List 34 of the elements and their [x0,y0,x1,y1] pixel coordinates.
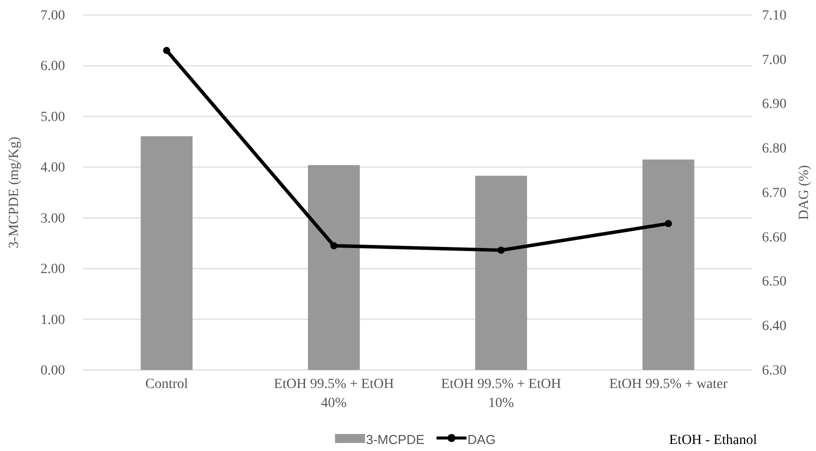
x-tick-label: Control [145,377,188,392]
point [330,242,338,250]
y2-tick-label: 6.50 [762,274,786,290]
bar [642,160,694,370]
y-axis-title: 3-MCPDE (mg/Kg) [7,136,22,248]
x-tick-label: EtOH 99.5% + EtOH 10% [441,377,562,411]
point [163,46,170,54]
bar [308,165,360,370]
y2-tick-label: 6.40 [762,319,786,334]
y-tick-label: 0.00 [40,363,65,378]
y2-tick-label: 6.70 [762,186,786,201]
y-tick-label: 4.00 [40,160,65,176]
text: EtOH - Ethanol [669,433,758,448]
bar [140,136,193,370]
legend-label: 3-MCPDE [366,432,425,447]
point [498,246,505,254]
y-tick-label: 6.00 [40,59,65,74]
y2-tick-label: 7.00 [762,52,786,68]
y2-tick-label: 6.30 [762,363,786,378]
x-tick-label: EtOH 99.5% + EtOH 40% [274,377,394,411]
y2-axis-title: DAG (%) [797,164,812,220]
y-tick-label: 5.00 [40,110,65,125]
y-tick-label: 3.00 [40,211,65,226]
y2-tick-label: 6.80 [762,142,786,157]
x-tick-label: EtOH 99.5% + water [609,377,728,392]
y2-tick-label: 7.10 [762,8,786,24]
legend-label: DAG [468,432,496,447]
y-tick-label: 7.00 [40,8,65,24]
y2-tick-label: 6.90 [762,97,786,112]
point [664,220,672,228]
bar [475,176,528,370]
y-tick-label: 2.00 [40,262,65,278]
y-tick-label: 1.00 [40,312,65,328]
y2-tick-label: 6.60 [762,230,786,246]
